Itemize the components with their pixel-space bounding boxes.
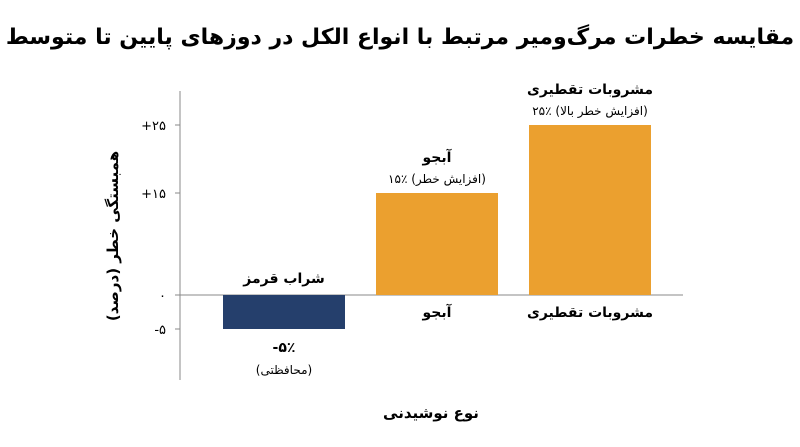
bar-1 (223, 295, 345, 329)
annotation-sub: ۲۵٪ (افزایش خطر بالا) (532, 104, 648, 119)
y-tick-label: -۵ (154, 323, 166, 338)
annotation-main: مشروبات تقطیری (527, 82, 653, 98)
y-tick-label: +۱۵ (141, 187, 166, 202)
category-label: آبجو (422, 303, 453, 321)
annotation-main: -۵٪ (273, 340, 296, 356)
y-tick-label: ۰ (159, 289, 166, 304)
bar-2 (376, 193, 498, 295)
category-label: مشروبات تقطیری (527, 305, 653, 321)
annotation-main: آبجو (422, 148, 453, 166)
bar-annotations: -۵٪ (محافظتی) آبجو ۱۵٪ (افزایش خطر) مشروبات … (256, 82, 653, 377)
chart-title: مقایسه خطرات مرگ‌ومیر مرتبط با انواع الک… (6, 24, 794, 50)
annotation-sub: (محافظتی) (256, 363, 312, 377)
bars (223, 125, 651, 329)
bar-labels: شراب قرمز آبجو مشروبات تقطیری (242, 271, 653, 321)
annotation-sub: ۱۵٪ (افزایش خطر) (388, 172, 486, 187)
x-axis-label: نوع نوشیدنی (383, 404, 479, 422)
y-axis-label: همبستگی خطر (درصد) (104, 151, 122, 321)
y-axis-ticks: +۲۵ +۱۵ ۰ -۵ (141, 119, 180, 338)
category-label: شراب قرمز (242, 271, 324, 287)
bar-3 (529, 125, 651, 295)
y-tick-label: +۲۵ (141, 119, 166, 134)
